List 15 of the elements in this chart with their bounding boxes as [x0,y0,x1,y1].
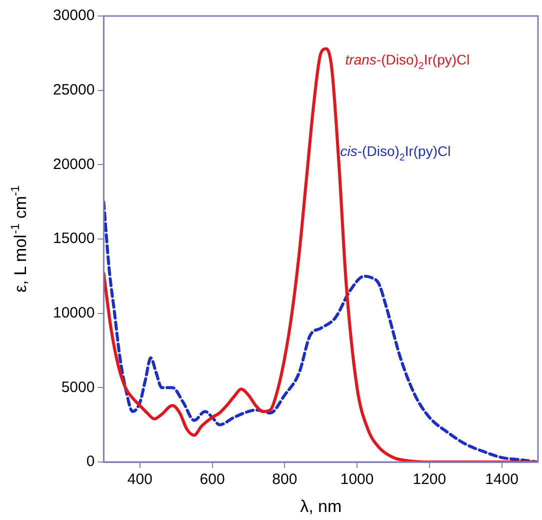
y-tick-label: 10000 [52,304,95,322]
x-tick-label: 1400 [485,471,518,488]
y-tick-label: 0 [86,453,95,470]
x-tick-label: 400 [127,471,152,488]
x-tick-label: 600 [200,471,225,488]
y-tick-label: 5000 [61,378,95,396]
x-tick-label: 1200 [412,471,446,488]
x-tick-label: 800 [272,471,298,488]
x-axis-title: λ, nm [300,497,342,516]
y-tick-label: 20000 [52,156,95,173]
y-tick-label: 25000 [52,81,95,98]
y-tick-label: 30000 [52,7,95,24]
y-axis-title: ε, L mol-1 cm-1 [8,185,30,293]
y-tick-label: 15000 [52,230,95,248]
x-tick-label: 1000 [340,471,374,488]
